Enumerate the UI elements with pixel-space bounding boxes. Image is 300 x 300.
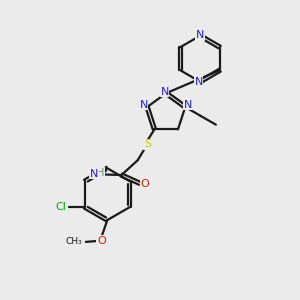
Text: N: N [140,100,148,110]
Text: O: O [141,179,149,189]
Text: S: S [144,139,151,149]
Text: N: N [90,169,98,179]
Text: N: N [160,87,169,97]
Text: H: H [97,168,104,178]
Text: Cl: Cl [56,202,67,212]
Text: N: N [194,77,203,87]
Text: N: N [196,30,204,40]
Text: O: O [97,236,106,246]
Text: N: N [184,100,192,110]
Text: CH₃: CH₃ [65,237,82,246]
